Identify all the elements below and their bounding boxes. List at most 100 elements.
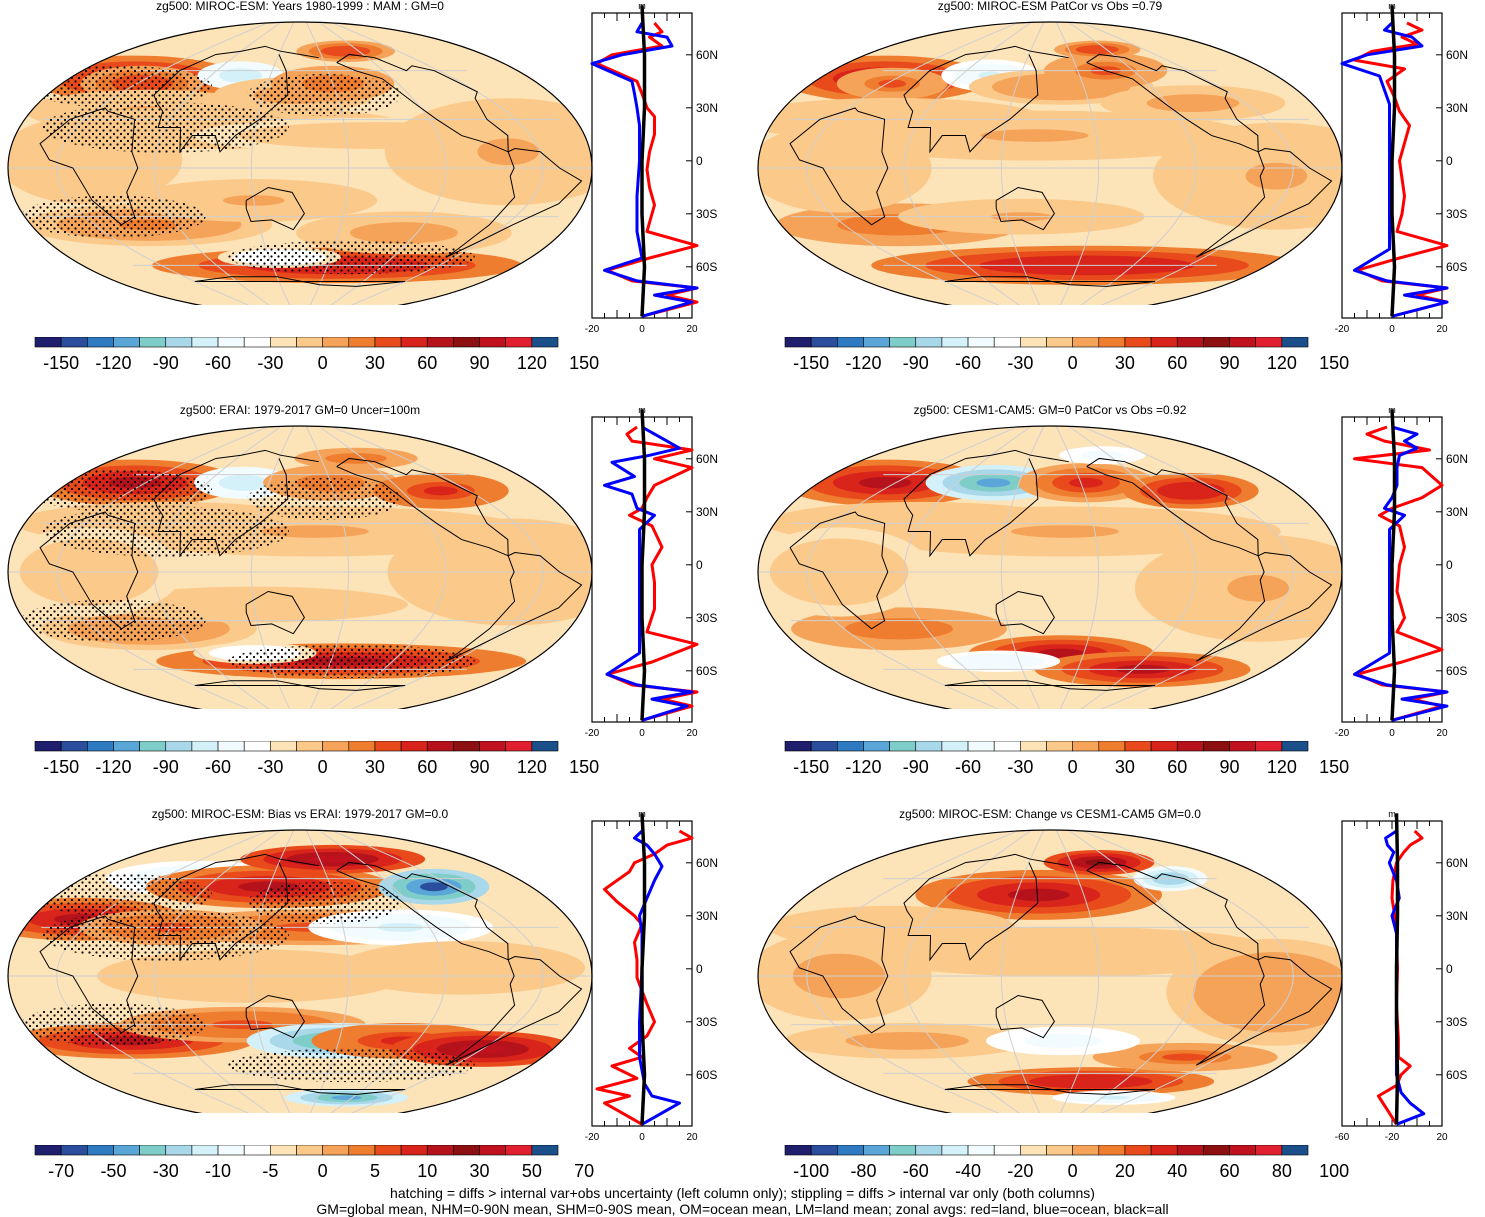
coastline-4	[445, 148, 583, 258]
colorbar-box-10	[296, 337, 323, 348]
colorbar-label-5: 0	[318, 757, 328, 777]
coastline-2	[995, 994, 1055, 1039]
stipple-region-0	[27, 65, 213, 108]
colorbar-box-18	[505, 337, 533, 348]
footer-line-2: GM=global mean, NHM=0-90N mean, SHM=0-90…	[316, 1201, 1169, 1217]
colorbar-box-6	[941, 337, 969, 348]
zonal-lat-label-0: 60N	[696, 856, 718, 870]
zonal-lat-label-4: 60S	[696, 1068, 717, 1082]
stipple-region-1	[42, 910, 289, 961]
colorbar: -150 -120 -90 -60 -30 0 30 60 90 120 150	[784, 741, 1349, 777]
map-plot	[757, 829, 1343, 1113]
zonal-lat-label-0: 60N	[1446, 48, 1468, 62]
colorbar-box-0	[784, 741, 812, 752]
coastline-3	[336, 457, 509, 557]
field-blob-1-3	[976, 478, 1011, 488]
zonal-lat-label-3: 30S	[1446, 1015, 1467, 1029]
zonal-xtick-2: 20	[686, 728, 698, 739]
colorbar-box-6	[191, 337, 219, 348]
coastline-0	[903, 449, 1069, 558]
colorbar-box-14	[1150, 337, 1178, 348]
field-blob-12-3	[376, 227, 431, 239]
colorbar-box-6	[191, 741, 219, 752]
coastline-4	[1195, 552, 1333, 662]
colorbar-label-3: -40	[955, 1161, 981, 1181]
meridian--30	[1000, 426, 1045, 709]
colorbar-box-5	[915, 337, 943, 348]
coastline-2	[995, 590, 1055, 635]
colorbar-box-4	[139, 741, 167, 752]
colorbar-box-7	[217, 1145, 245, 1156]
colorbar-box-6	[191, 1145, 219, 1156]
colorbar-box-13	[374, 337, 402, 348]
colorbar-box-7	[217, 741, 245, 752]
colorbar-box-4	[889, 1145, 917, 1156]
coastline-5	[944, 680, 1156, 691]
colorbar-label-4: -20	[1007, 1161, 1033, 1181]
colorbar-box-5	[165, 741, 193, 752]
field-blob-6-3	[1010, 525, 1119, 538]
colorbar-box-11	[322, 337, 350, 348]
colorbar-label-6: 30	[1115, 353, 1135, 373]
stipple-region-4	[20, 195, 206, 238]
colorbar-box-5	[165, 337, 193, 348]
colorbar-box-2	[87, 741, 114, 752]
colorbar-box-6	[941, 1145, 969, 1156]
zonal-lat-label-2: 0	[1446, 154, 1453, 168]
field-blob-7-3	[872, 623, 926, 635]
meridian--90	[153, 22, 282, 305]
zonal-all-line	[1390, 409, 1397, 721]
coastline-1	[789, 107, 889, 226]
colorbar-box-8	[243, 337, 271, 348]
coastline-0	[903, 853, 1069, 962]
colorbar-label-7: 60	[1167, 757, 1187, 777]
colorbar-box-10	[296, 1145, 323, 1156]
colorbar-box-7	[967, 337, 995, 348]
zonal-lat-label-1: 30N	[696, 505, 718, 519]
colorbar-label-3: -10	[205, 1161, 231, 1181]
field-blob-3-3	[309, 855, 356, 863]
stipple-region-3	[228, 240, 475, 275]
coastline-4	[1195, 148, 1333, 258]
meridian-90	[1068, 830, 1197, 1113]
colorbar-box-8	[993, 741, 1021, 752]
zonal-xtick-2: 20	[1436, 1132, 1448, 1143]
field-blob-0-3	[1007, 888, 1070, 902]
map-plot	[7, 829, 593, 1113]
colorbar-label-0: -150	[793, 757, 829, 777]
colorbar-box-16	[453, 337, 480, 348]
meridian--150	[806, 426, 1020, 709]
colorbar-label-5: 0	[1068, 1161, 1078, 1181]
colorbar-box-19	[531, 741, 559, 752]
colorbar-label-4: -5	[262, 1161, 278, 1181]
zonal-all-line	[640, 5, 647, 317]
colorbar-box-6	[941, 741, 969, 752]
zonal-lat-label-2: 0	[696, 962, 703, 976]
colorbar-label-5: 0	[1068, 757, 1078, 777]
zonal-lat-label-4: 60S	[1446, 1068, 1467, 1082]
colorbar-box-17	[479, 1145, 506, 1156]
zonal-lat-label-1: 30N	[1446, 909, 1468, 923]
colorbar-box-15	[1176, 337, 1204, 348]
colorbar-label-2: -90	[903, 353, 929, 373]
colorbar-label-3: -60	[205, 353, 231, 373]
colorbar-box-9	[270, 337, 297, 348]
zonal-xtick-1: 0	[639, 728, 645, 739]
field-blob-3-3	[1173, 486, 1208, 496]
colorbar-box-12	[1098, 337, 1126, 348]
zonal-xtick-1: 0	[639, 1132, 645, 1143]
panel-title: zg500: MIROC-ESM PatCor vs Obs =0.79	[937, 0, 1163, 13]
colorbar-box-7	[967, 1145, 995, 1156]
zonal-lat-label-3: 30S	[696, 1015, 717, 1029]
zonal-lat-label-2: 0	[696, 154, 703, 168]
colorbar-label-9: 120	[517, 353, 547, 373]
colorbar-box-2	[837, 741, 864, 752]
colorbar-label-0: -150	[43, 353, 79, 373]
colorbar-label-2: -90	[153, 353, 179, 373]
colorbar-box-0	[34, 741, 62, 752]
colorbar-box-19	[1281, 337, 1309, 348]
colorbar-label-5: 0	[1068, 353, 1078, 373]
field-blob-3-3	[423, 486, 458, 496]
meridian-150	[1080, 426, 1294, 709]
